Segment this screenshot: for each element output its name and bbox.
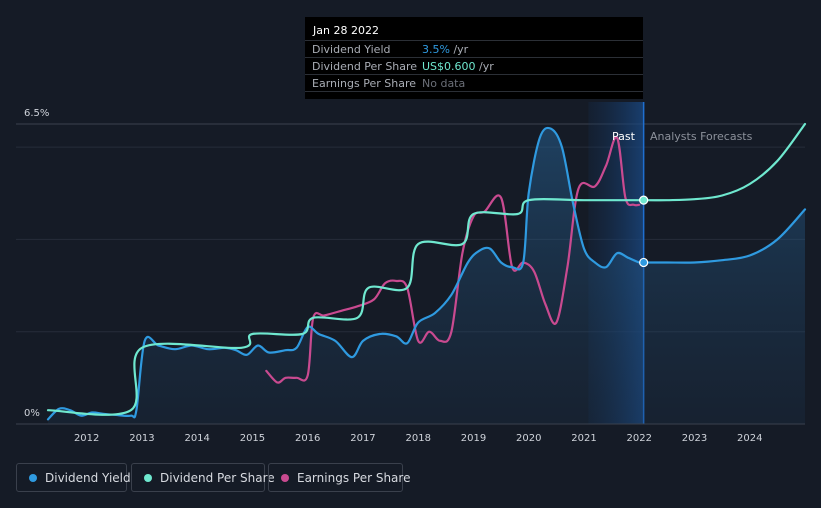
legend-label: Earnings Per Share xyxy=(297,471,411,485)
x-tick-label: 2019 xyxy=(461,433,486,444)
x-tick-label: 2021 xyxy=(571,433,596,444)
x-tick-label: 2014 xyxy=(184,433,209,444)
tooltip-row-earnings-per-share: Earnings Per Share No data xyxy=(305,74,643,92)
legend-label: Dividend Yield xyxy=(45,471,131,485)
legend-dividend-yield[interactable]: Dividend Yield xyxy=(16,463,131,492)
yield-area xyxy=(48,127,805,424)
x-tick-label: 2018 xyxy=(405,433,430,444)
x-tick-label: 2020 xyxy=(516,433,541,444)
tooltip-row-dividend-yield: Dividend Yield 3.5% /yr xyxy=(305,40,643,58)
tooltip-label: Dividend Per Share xyxy=(312,60,418,73)
x-tick-label: 2022 xyxy=(627,433,652,444)
x-tick-label: 2017 xyxy=(350,433,375,444)
axes: 2012 2013 2014 2015 2016 2017 2018 2019 2020 2021… xyxy=(16,108,805,444)
y-tick-label: 0% xyxy=(24,408,40,419)
tooltip-divider xyxy=(305,91,643,99)
tooltip-value: No data xyxy=(422,77,466,90)
tooltip-value: 3.5% /yr xyxy=(422,43,469,56)
forecast-label: Analysts Forecasts xyxy=(650,130,753,143)
legend-label: Dividend Per Share xyxy=(160,471,275,485)
tooltip-label: Dividend Yield xyxy=(312,43,391,56)
series-lines xyxy=(46,122,807,421)
tooltip-label: Earnings Per Share xyxy=(312,77,417,90)
legend-dividend-per-share[interactable]: Dividend Per Share xyxy=(131,463,275,492)
x-tick-label: 2015 xyxy=(240,433,265,444)
past-label: Past xyxy=(612,130,636,143)
tooltip-row-dividend-per-share: Dividend Per Share US$0.600 /yr xyxy=(305,57,643,75)
tooltip-value: US$0.600 /yr xyxy=(422,60,494,73)
legend-dot-icon xyxy=(144,474,152,482)
x-tick-label: 2024 xyxy=(737,433,762,444)
data-tooltip: Jan 28 2022 Dividend Yield 3.5% /yr Divi… xyxy=(305,17,643,99)
series-marker xyxy=(639,195,649,205)
dividend-yield-area xyxy=(48,127,805,424)
series-marker xyxy=(639,257,649,268)
y-tick-label: 6.5% xyxy=(24,108,49,119)
x-tick-label: 2023 xyxy=(682,433,707,444)
series-line-dividend-yield xyxy=(46,126,807,421)
x-tick-label: 2012 xyxy=(74,433,99,444)
legend-dot-icon xyxy=(281,474,289,482)
legend-dot-icon xyxy=(29,474,37,482)
x-tick-label: 2016 xyxy=(295,433,320,444)
legend-earnings-per-share[interactable]: Earnings Per Share xyxy=(268,463,410,492)
x-tick-label: 2013 xyxy=(129,433,154,444)
series-line-dividend-per-share xyxy=(46,122,807,416)
tooltip-date: Jan 28 2022 xyxy=(313,24,379,37)
series-markers xyxy=(639,195,649,268)
